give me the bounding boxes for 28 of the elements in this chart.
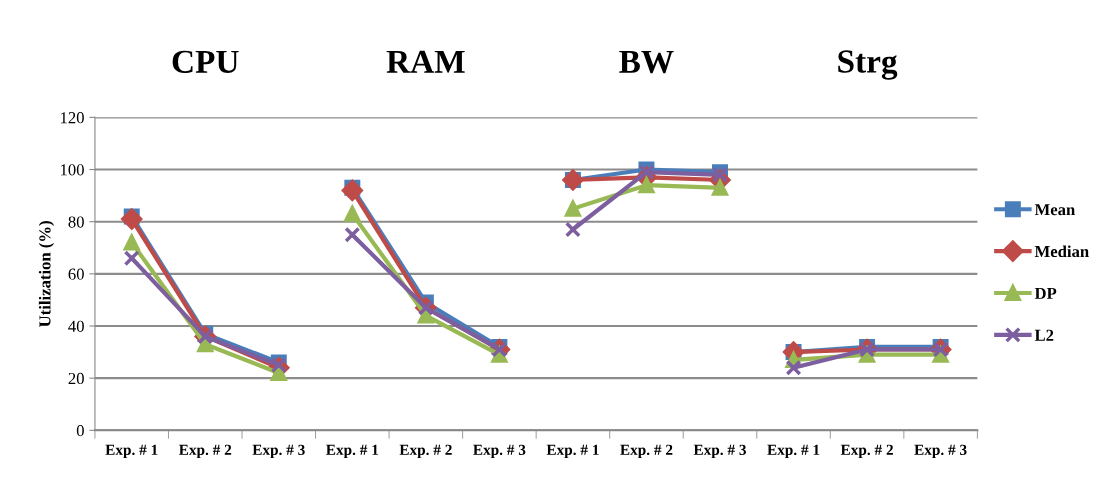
x-tick-label: Exp. # 1 — [546, 444, 599, 459]
x-tick-label: Exp. # 2 — [178, 444, 232, 459]
legend-label: L2 — [1034, 329, 1054, 341]
x-tick-label: Exp. # 1 — [767, 444, 820, 459]
x-tick-label: Exp. # 1 — [326, 444, 379, 459]
x-tick-label: Exp. # 2 — [620, 444, 673, 459]
legend-label: Mean — [1034, 204, 1076, 216]
legend-label: Median — [1034, 245, 1089, 258]
x-tick-label: Exp. # 3 — [473, 444, 526, 459]
x-tick-label: Exp. # 1 — [105, 444, 158, 459]
text: Strg — [838, 50, 898, 80]
legend-label: DP — [1034, 287, 1057, 299]
y-tick-label: 20 — [68, 372, 84, 385]
y-tick-label: 40 — [68, 320, 84, 332]
y-tick-label: 0 — [76, 425, 84, 437]
y-tick-label: 80 — [68, 216, 84, 228]
x-tick-label: Exp. # 3 — [914, 444, 967, 459]
y-tick-label: 60 — [68, 268, 84, 280]
x-tick-label: Exp. # 2 — [840, 444, 893, 459]
text: CPU — [172, 50, 239, 74]
y-tick-label: 120 — [60, 112, 84, 124]
x-tick-label: Exp. # 3 — [252, 444, 305, 459]
text: RAM — [386, 50, 465, 73]
text: BW — [619, 50, 674, 74]
y-axis-title: Utilization (%) — [38, 221, 54, 327]
x-tick-label: Exp. # 3 — [693, 444, 747, 459]
y-tick-label: 100 — [60, 164, 84, 176]
x-tick-label: Exp. # 2 — [399, 444, 452, 459]
